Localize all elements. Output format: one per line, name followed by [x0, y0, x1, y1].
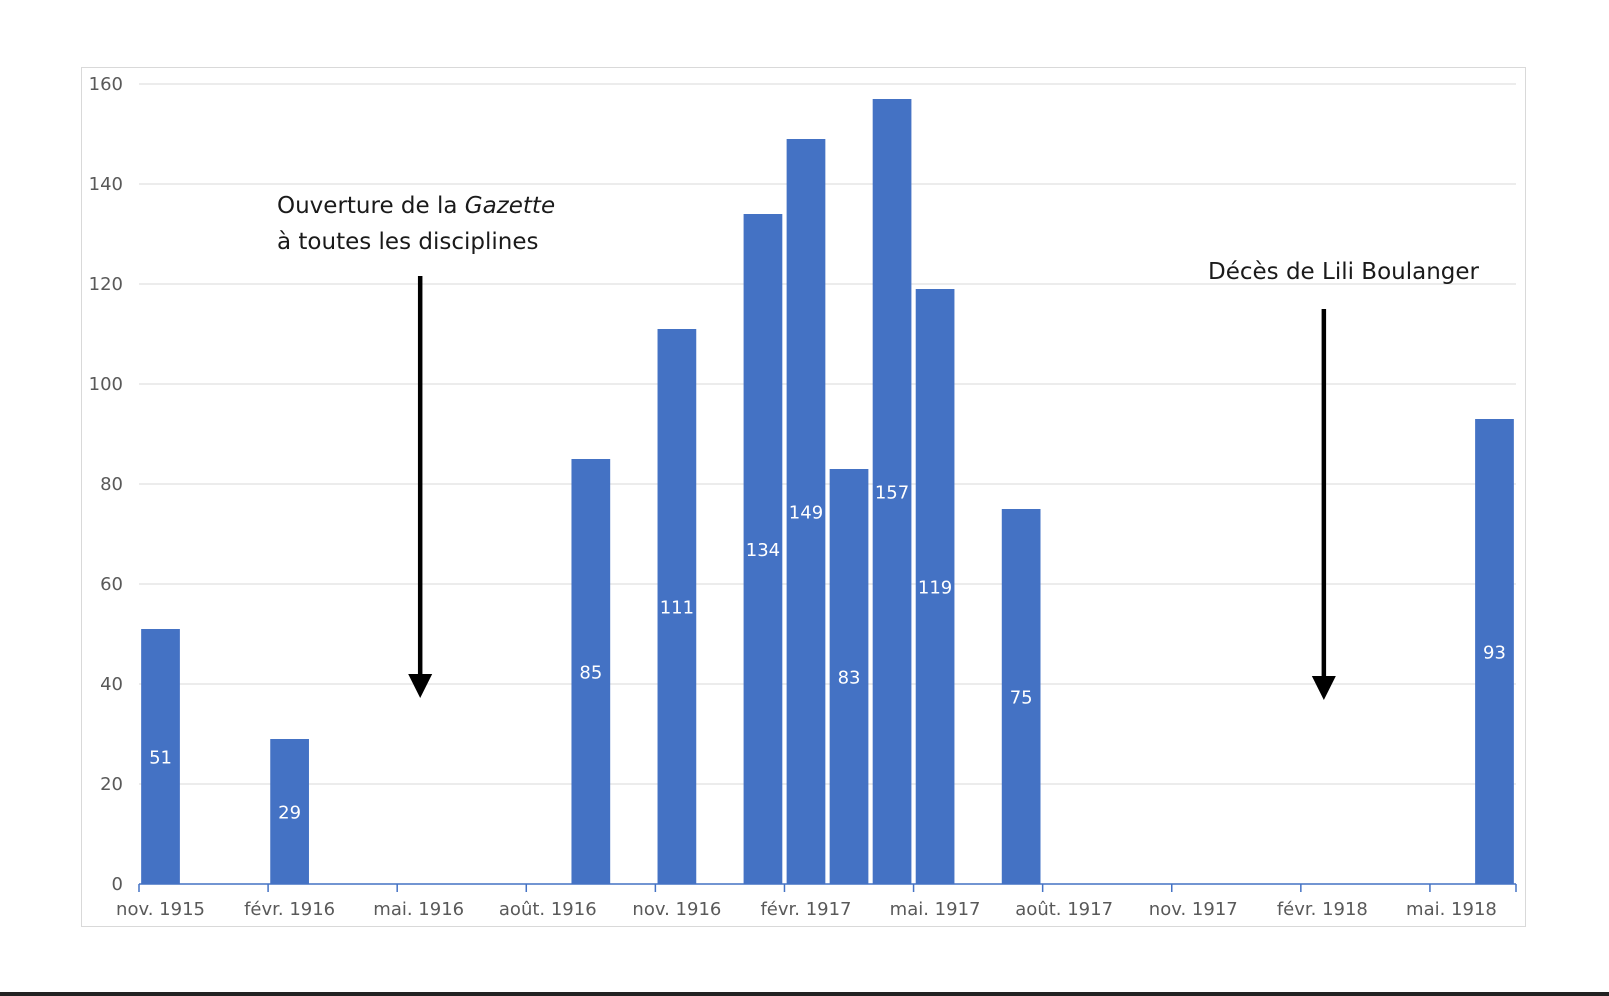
bar: [786, 139, 826, 884]
annotation-gazette-italic: Gazette: [464, 193, 556, 219]
bars: 51 29 85 111 134 149 83 157 119 75 93: [141, 99, 1514, 884]
bar-data-label: 51: [149, 748, 172, 769]
annotation-gazette: Ouverture de la Gazette à toutes les dis…: [277, 188, 555, 260]
bar: [915, 289, 955, 884]
bar-data-label: 85: [579, 663, 602, 684]
x-tick-label: févr. 1917: [760, 899, 851, 920]
x-tick-label: nov. 1916: [632, 899, 721, 920]
x-tick-label: mai. 1917: [890, 899, 981, 920]
annotation-gazette-prefix: Ouverture de la: [277, 193, 465, 219]
x-tick-label: nov. 1917: [1149, 899, 1238, 920]
annotation-arrows: [408, 276, 1336, 700]
bar: [270, 739, 309, 884]
y-tick-label: 80: [100, 474, 123, 495]
bar-data-label: 111: [660, 598, 694, 619]
y-tick-label: 120: [89, 274, 123, 295]
x-tick-label: août. 1917: [1015, 899, 1113, 920]
bar: [657, 329, 697, 884]
arrow-head-icon: [408, 674, 433, 698]
bar: [872, 99, 912, 884]
bottom-rule: [0, 992, 1609, 996]
y-tick-label: 140: [89, 174, 123, 195]
bar: [1475, 419, 1514, 884]
y-tick-label: 20: [100, 774, 123, 795]
y-tick-label: 60: [100, 574, 123, 595]
y-tick-label: 40: [100, 674, 123, 695]
y-tick-label: 0: [112, 874, 123, 895]
arrow-head-icon: [1311, 676, 1336, 700]
bar: [571, 459, 611, 884]
bar-data-label: 93: [1483, 643, 1506, 664]
x-tick-label: févr. 1918: [1277, 899, 1368, 920]
bar-data-label: 149: [789, 503, 823, 524]
bar-data-label: 157: [875, 483, 909, 504]
bar-data-label: 119: [918, 578, 952, 599]
x-tick-label: nov. 1915: [116, 899, 205, 920]
bar: [1001, 509, 1041, 884]
bar: [829, 469, 869, 884]
bar-data-label: 29: [278, 803, 301, 824]
bar-data-label: 134: [746, 540, 780, 561]
bar-data-label: 75: [1010, 688, 1033, 709]
y-tick-label: 160: [89, 74, 123, 95]
x-axis: nov. 1915 févr. 1916 mai. 1916 août. 1916 no…: [116, 883, 1517, 920]
chart-frame: [81, 67, 1526, 927]
x-tick-label: mai. 1916: [373, 899, 464, 920]
bar: [141, 629, 180, 884]
grid-lines: [139, 83, 1516, 785]
x-tick-label: août. 1916: [499, 899, 597, 920]
x-tick-label: mai. 1918: [1406, 899, 1497, 920]
y-tick-label: 100: [89, 374, 123, 395]
y-axis-ticks: 0 20 40 60 80 100 120 140 160: [89, 74, 123, 895]
bar: [743, 214, 783, 884]
annotation-gazette-line2: à toutes les disciplines: [277, 229, 539, 255]
x-tick-label: févr. 1916: [244, 899, 335, 920]
annotation-deces: Décès de Lili Boulanger: [1208, 254, 1479, 290]
annotation-deces-line1: Décès de Lili Boulanger: [1208, 259, 1480, 285]
bar-data-label: 83: [838, 668, 861, 689]
